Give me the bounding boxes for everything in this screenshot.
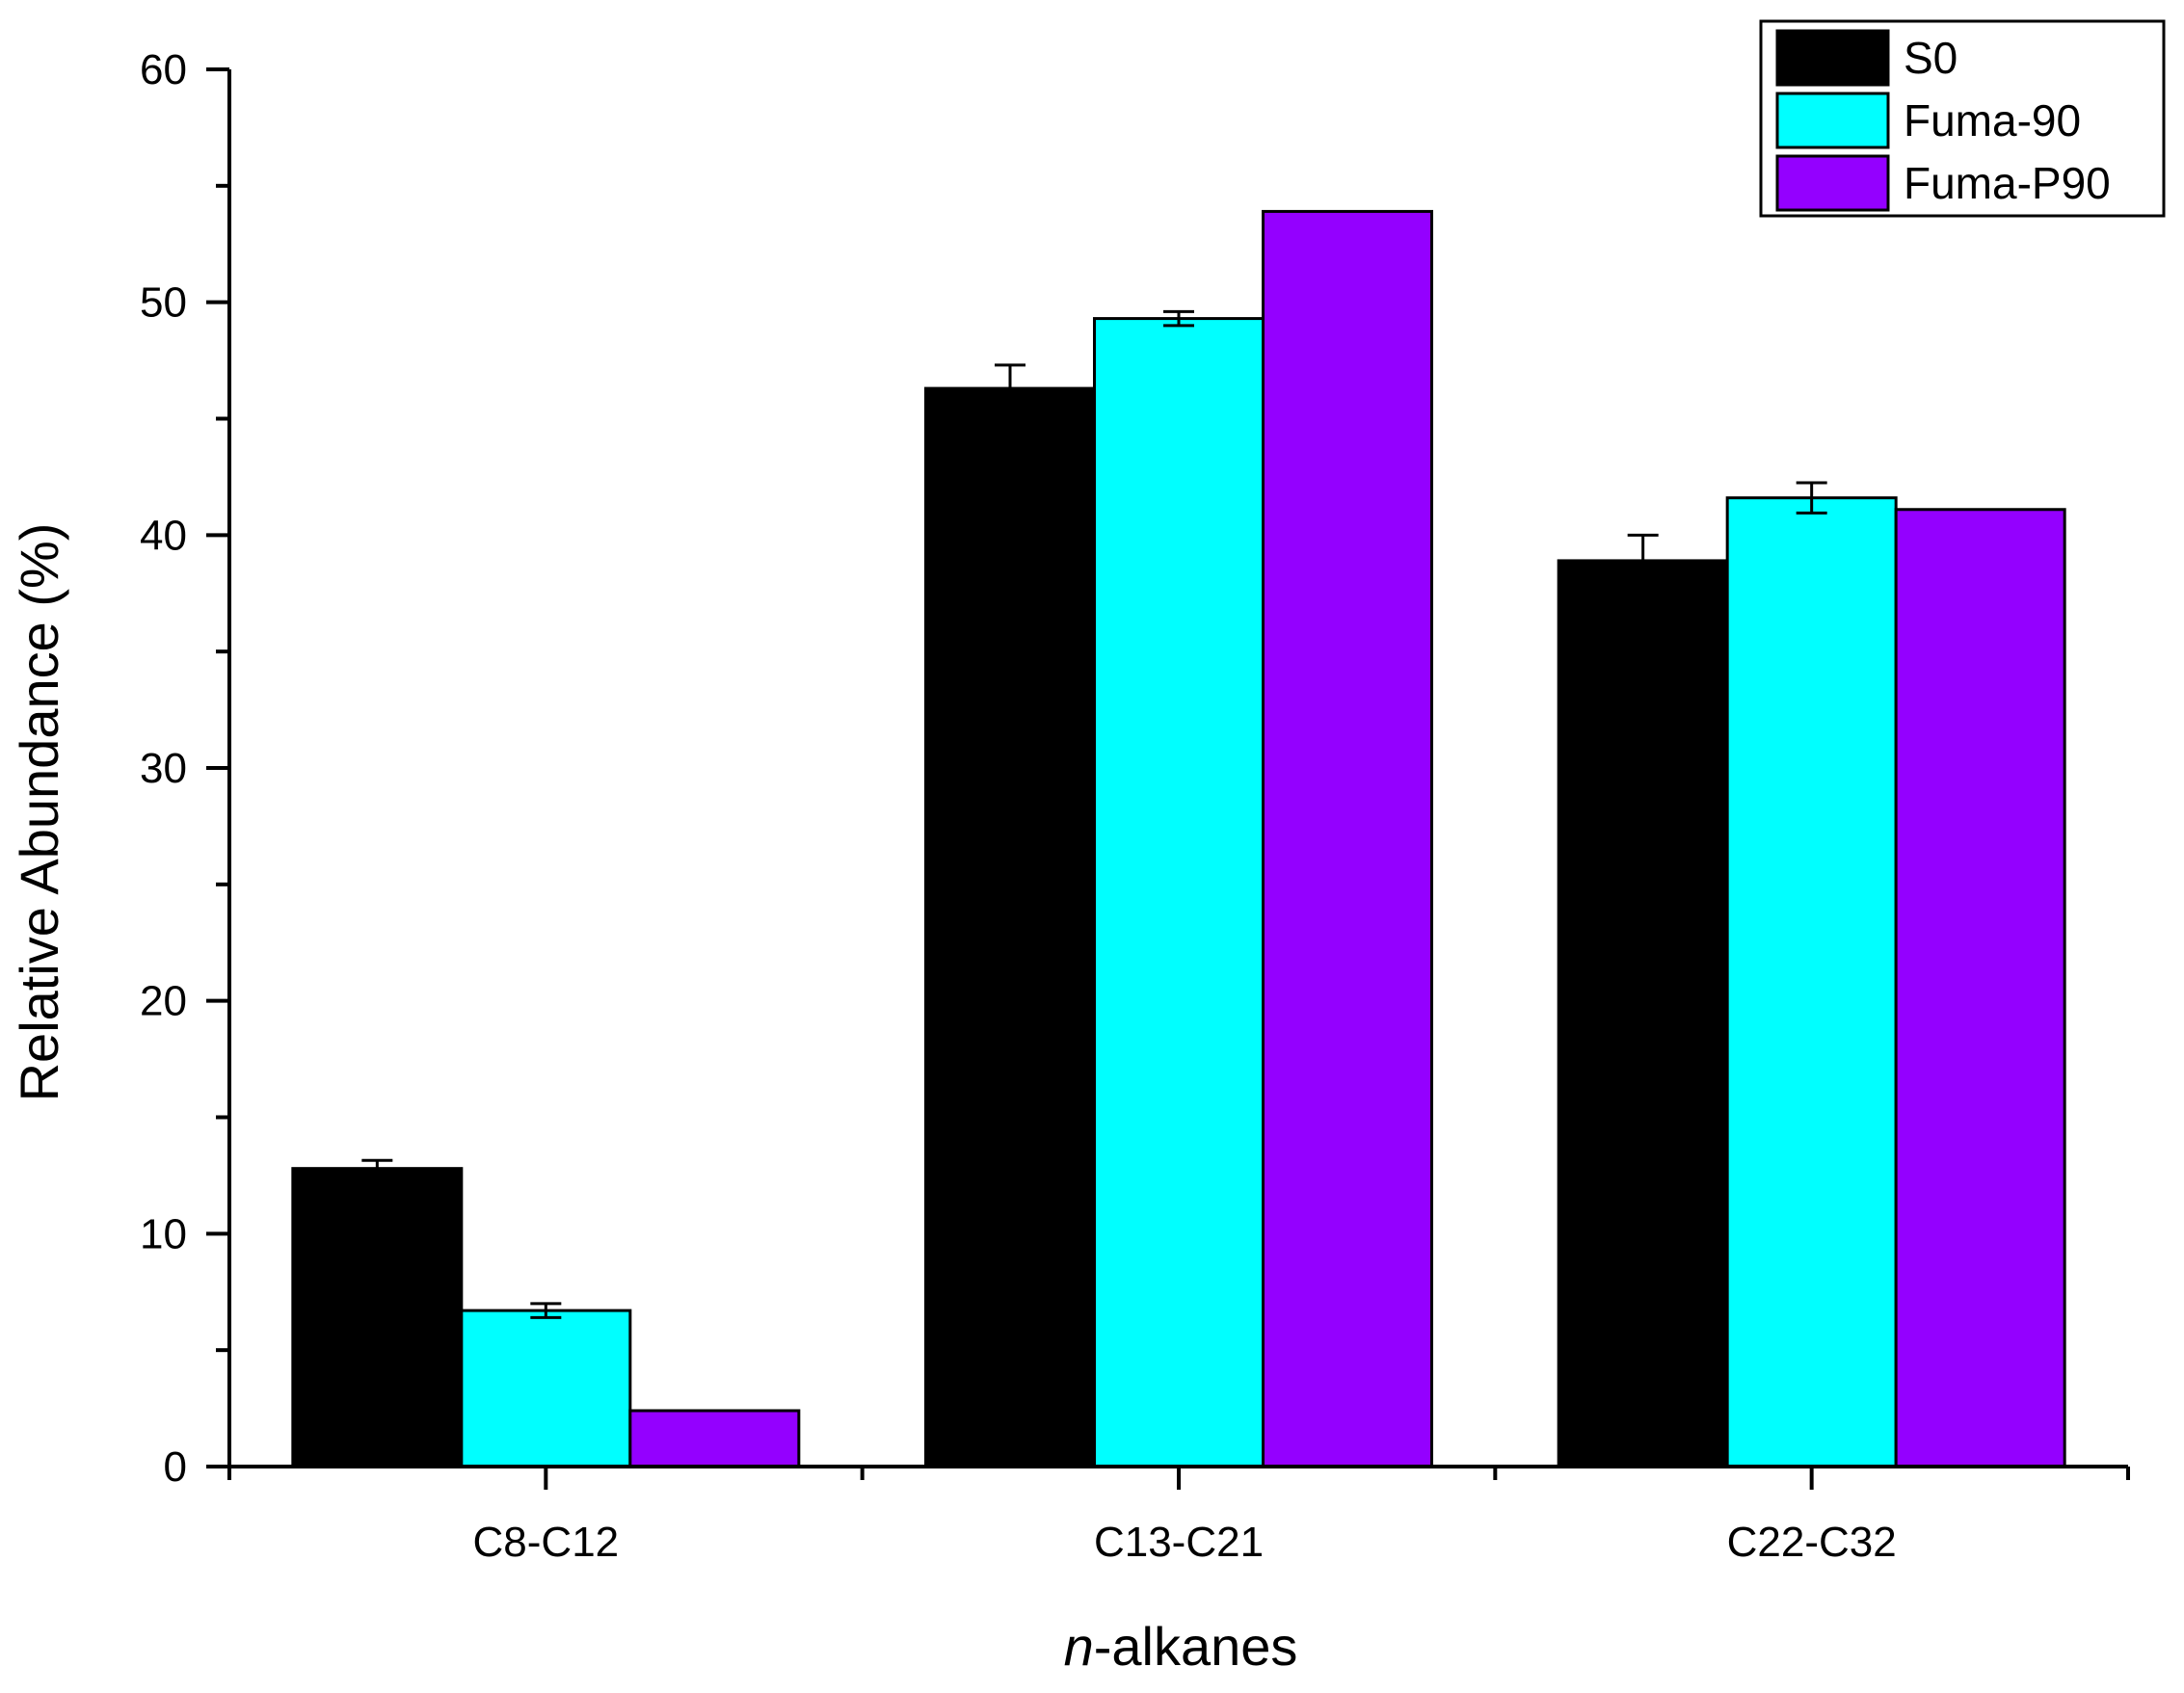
legend-label-s0: S0 [1904, 33, 1958, 83]
y-axis-title: Relative Abundance (%) [9, 523, 69, 1102]
legend-swatch-s0 [1775, 29, 1890, 87]
y-tick-label: 10 [140, 1210, 187, 1257]
y-tick-label: 0 [164, 1443, 187, 1491]
axes-layer: 0 10 20 30 40 50 60 C8-C12 C13-C21 C22-C32 [140, 46, 2130, 1566]
bar-s0-c8-c12 [291, 1167, 464, 1468]
legend-swatch-fuma-90 [1775, 92, 1890, 149]
bar-fuma-p90-c8-c12 [628, 1409, 801, 1468]
y-tick-label: 20 [140, 978, 187, 1025]
x-tick-label: C13-C21 [1094, 1519, 1264, 1566]
bar-s0-c22-c32 [1557, 559, 1729, 1468]
bar-fuma-90-c8-c12 [460, 1309, 632, 1468]
bar-fuma-p90-c22-c32 [1894, 508, 2066, 1468]
legend-label-fuma-p90: Fuma-P90 [1904, 158, 2111, 208]
bars-layer [291, 209, 2066, 1468]
y-tick-label: 30 [140, 745, 187, 792]
bar-s0-c13-c21 [924, 386, 1096, 1468]
x-axis-title: n-alkanes [1064, 1616, 1298, 1677]
y-tick-label: 50 [140, 279, 187, 327]
legend-swatch-fuma-p90 [1775, 154, 1890, 212]
y-tick-label: 60 [140, 46, 187, 93]
x-tick-label: C8-C12 [473, 1519, 620, 1566]
bar-fuma-90-c22-c32 [1725, 496, 1898, 1468]
legend-label-fuma-90: Fuma-90 [1904, 95, 2081, 145]
x-axis-title-rest: -alkanes [1094, 1616, 1298, 1677]
x-axis-title-italic: n [1064, 1616, 1094, 1677]
y-tick-label: 40 [140, 512, 187, 559]
error-bars-layer [361, 309, 1827, 1319]
bar-fuma-p90-c13-c21 [1262, 209, 1433, 1468]
bar-fuma-90-c13-c21 [1093, 317, 1265, 1468]
x-tick-label: C22-C32 [1727, 1519, 1897, 1566]
legend: S0 Fuma-90 Fuma-P90 [1759, 19, 2166, 218]
